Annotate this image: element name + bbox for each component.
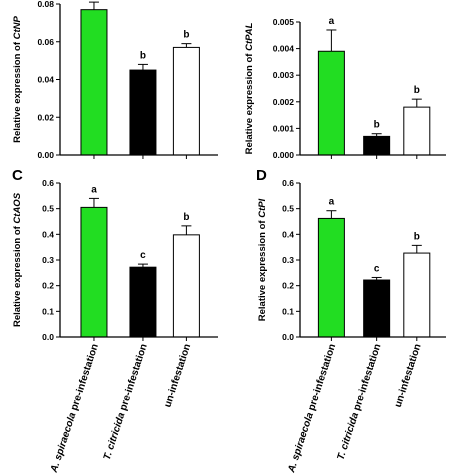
y-tick-label: 0.005 [273, 17, 295, 27]
y-tick-label: 0.4 [282, 229, 294, 239]
bar-3 [172, 234, 200, 338]
y-axis-label: Relative expression of CtPI [257, 198, 268, 321]
category-label-2: T. citricida pre-infestation [335, 343, 383, 462]
significance-letter-3: b [183, 30, 189, 41]
category-label-2: T. citricida pre-infestation [102, 343, 150, 462]
chart-panel-2: a b b 0.000 0.001 0.002 0.003 0.004 0.005 Relativ… [244, 16, 446, 160]
category-label-1: A. spiraecola pre-infestation [48, 343, 100, 474]
significance-letter-3: b [414, 231, 420, 242]
bar-2 [129, 266, 157, 338]
bar-3 [172, 46, 200, 156]
y-tick-label: 0.6 [42, 178, 54, 188]
y-tick-label: 0.2 [42, 281, 54, 291]
significance-letter-3: b [414, 85, 420, 96]
y-tick-label: 0.3 [282, 255, 294, 265]
y-tick-label: 0.0 [282, 332, 294, 342]
bar-3 [403, 106, 431, 156]
bar-3 [403, 252, 431, 338]
y-tick-label: 0.5 [42, 204, 54, 214]
y-tick-label: 0.002 [273, 97, 295, 107]
significance-letter-2: b [140, 50, 146, 61]
category-label-1: A. spiraecola pre-infestation [286, 343, 338, 474]
significance-letter-1: a [329, 197, 335, 208]
y-axis-label: Relative expression of CtPAL [244, 22, 255, 154]
bar-1 [317, 217, 345, 338]
significance-letter-1: a [329, 16, 335, 27]
y-tick-label: 0.004 [273, 44, 295, 54]
y-tick-label: 0.00 [37, 150, 54, 160]
y-tick-label: 0.02 [37, 112, 54, 122]
y-tick-label: 0.000 [273, 150, 295, 160]
y-axis-label: Relative expression of CtAOS [12, 192, 23, 327]
bar-2 [363, 279, 391, 338]
y-tick-label: 0.3 [42, 255, 54, 265]
significance-letter-1: a [91, 184, 97, 195]
bar-1 [317, 50, 345, 156]
y-tick-label: 0.2 [282, 281, 294, 291]
y-tick-label: 0.4 [42, 229, 54, 239]
bar-2 [363, 135, 391, 156]
y-tick-label: 0.1 [282, 306, 294, 316]
y-tick-label: 0.1 [42, 306, 54, 316]
category-label-3: un-infestation [162, 343, 193, 409]
significance-letter-2: b [374, 120, 380, 131]
significance-letter-2: c [140, 250, 146, 261]
significance-letter-2: c [374, 263, 380, 274]
bar-2 [129, 69, 157, 156]
category-label-3: un-infestation [393, 343, 424, 409]
y-tick-label: 0.003 [273, 70, 295, 80]
y-tick-label: 0.08 [37, 0, 54, 9]
y-tick-label: 0.06 [37, 37, 54, 47]
y-tick-label: 0.0 [42, 332, 54, 342]
panel-letter: D [256, 167, 267, 184]
y-tick-label: 0.04 [37, 75, 54, 85]
y-tick-label: 0.6 [282, 178, 294, 188]
bar-1 [80, 206, 108, 338]
bar-1 [80, 9, 108, 156]
chart-panel-3: a c b 0.0 0.1 0.2 0.3 0.4 0.5 0.6 Relative express… [12, 167, 218, 474]
y-tick-label: 0.5 [282, 204, 294, 214]
y-tick-label: 0.001 [273, 123, 295, 133]
significance-letter-3: b [183, 212, 189, 223]
chart-panel-4: a c b 0.0 0.1 0.2 0.3 0.4 0.5 0.6 Relative express… [256, 167, 446, 474]
y-axis-label: Relative expression of CtNP [12, 15, 23, 142]
panel-letter: C [12, 167, 23, 184]
